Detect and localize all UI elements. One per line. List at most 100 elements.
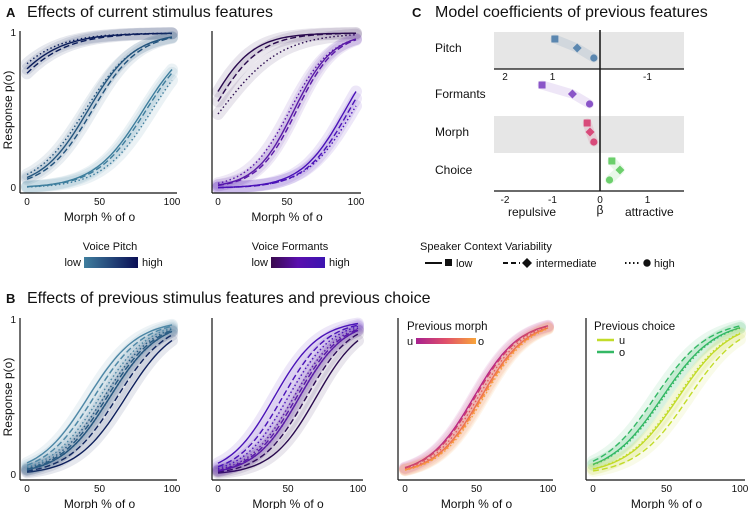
panel-b-title: Effects of previous stimulus features an… [27,290,431,307]
x-tick-label: 100 [348,197,365,208]
repulsive-label: repulsive [508,205,556,219]
x-axis-label: Morph % of o [631,497,703,509]
y-axis-label-a: Response p(o) [1,71,15,150]
curve-dashed [26,325,173,466]
confidence-band [21,324,178,476]
beta-tick-label: -1 [548,195,557,206]
curve-dotted [217,327,359,471]
x-axis-label: Morph % of o [251,210,323,224]
legend-voice-pitch: Voice Pitch low high [64,241,162,269]
square-marker [551,35,559,43]
panel-A-formants: 0 50 100 Morph % of o [211,27,365,224]
confidence-band [21,321,178,474]
curve-solid [26,339,173,473]
curve-dotted [26,32,172,65]
curve-dotted [217,34,357,115]
x-tick-label: 0 [215,484,221,495]
coefficient-plot: β repulsive attractive -2 -1 0 1 2 1 -1 Pitch Fo… [435,30,684,219]
panel-a-letter: A [6,5,16,20]
x-axis-label: Morph % of o [252,497,324,509]
curve-dashed [404,327,549,471]
beta-label: β [597,203,604,217]
legend-prev-morph-o: o [478,336,484,348]
curve-dotted [217,38,357,184]
panel-A-pitch: 0 50 100 0 1 Morph % of o [10,27,181,224]
x-tick-label: 100 [540,484,557,495]
legend-variability-title: Speaker Context Variability [420,241,552,253]
beta-tick-label: 0 [597,195,603,206]
y-tick-label: 0 [10,183,16,194]
panel-c-title: Model coefficients of previous features [435,4,708,21]
x-tick-label: 100 [350,484,367,495]
pitch-colorbar [84,257,138,268]
curve-solid [217,322,359,464]
legend-var-intermediate: intermediate [536,258,597,270]
curve-dotted [26,36,173,176]
legend-pitch-high: high [142,257,163,269]
legend-prev-choice-o: o [619,347,625,359]
legend-pitch-title: Voice Pitch [83,241,137,253]
square-marker-icon [445,259,452,266]
curve-dotted [26,79,173,188]
panel-a-title: Effects of current stimulus features [27,4,273,21]
legend-formants-low: low [251,257,268,269]
x-tick-label: 50 [282,484,294,495]
circle-marker-icon [643,259,651,267]
diamond-marker-icon [522,258,532,268]
formants-colorbar [271,257,325,268]
panel-B-pitch: 0 50 100 0 1 Morph % of o [10,315,180,509]
x-tick-label: 50 [94,197,106,208]
curve-dashed [404,325,549,469]
curve-solid [26,324,173,464]
y-axis-label-b: Response p(o) [1,358,15,437]
curve-solid [404,327,549,471]
x-axis-label: Morph % of o [64,210,136,224]
legend-prev-choice-u: u [619,335,625,347]
curve-solid [217,32,356,92]
circle-marker [590,138,598,146]
confidence-band [212,320,364,475]
coefficient-ci [537,80,594,109]
curve-dashed [26,37,173,180]
curve-solid [592,327,741,466]
x-tick-label: 0 [215,197,221,208]
confidence-band [587,333,746,477]
legend-previous-morph: Previous morph u o [407,321,488,348]
curve-dashed [26,334,173,472]
pitch-tick-label: 1 [550,72,556,83]
x-tick-label: 50 [281,197,293,208]
curve-solid [217,340,359,474]
x-tick-label: 0 [590,484,596,495]
curve-dashed [26,32,172,74]
square-marker [583,119,591,127]
legend-prev-morph-u: u [407,336,413,348]
prev-morph-colorbar [416,338,476,344]
x-tick-label: 50 [661,484,673,495]
legend-context-variability: Speaker Context Variability low intermed… [420,241,675,270]
confidence-band [212,99,362,194]
legend-pitch-low: low [64,257,81,269]
pitch-tick-label: -1 [643,72,652,83]
x-tick-label: 100 [164,484,181,495]
curve-dashed [217,39,357,187]
attractive-label: attractive [625,205,674,219]
curve-solid [217,329,359,472]
pitch-band [494,32,684,69]
curve-dashed [26,72,173,188]
diamond-marker [572,43,582,53]
x-tick-label: 0 [24,197,30,208]
legend-prev-morph-title: Previous morph [407,321,488,333]
x-axis-label: Morph % of o [64,497,136,509]
panel-B-morph: 0 50 100 Morph % of o [397,318,557,509]
panel-B-formants: 0 50 100 Morph % of o [211,317,367,509]
circle-marker [590,54,598,62]
curve-solid [217,38,357,186]
legend-voice-formants: Voice Formants low high [251,241,349,269]
x-tick-label: 100 [732,484,748,495]
square-marker [538,81,546,89]
confidence-band [21,323,178,475]
legend-var-high: high [654,258,675,270]
y-tick-label: 1 [10,315,16,326]
curve-dotted [404,326,549,470]
